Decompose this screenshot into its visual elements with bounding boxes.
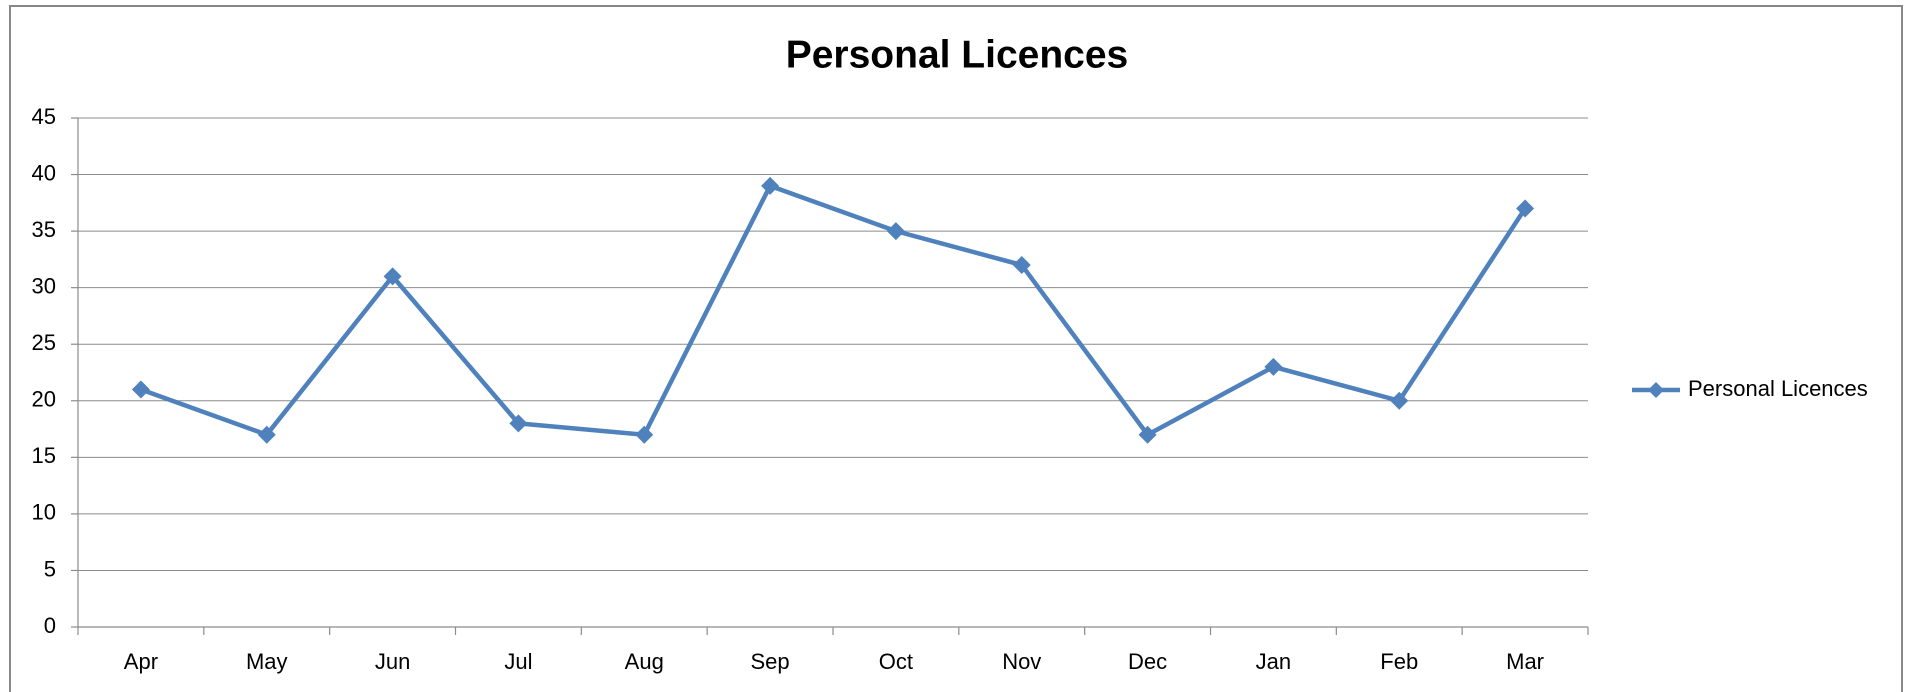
- chart-title: Personal Licences: [786, 33, 1129, 76]
- data-point: [1390, 391, 1409, 410]
- x-tick-label: Jun: [375, 649, 410, 674]
- data-point: [257, 425, 276, 444]
- y-tick-label: 25: [32, 330, 56, 355]
- y-tick-label: 10: [32, 500, 56, 525]
- data-point: [761, 176, 780, 195]
- data-point: [1012, 256, 1031, 275]
- x-tick-label: Sep: [751, 649, 790, 674]
- data-point: [886, 222, 905, 241]
- x-tick-label: Jul: [504, 649, 532, 674]
- x-tick-label: Aug: [625, 649, 664, 674]
- data-point: [1264, 357, 1283, 376]
- chart-frame: [9, 5, 1903, 692]
- x-tick-label: Mar: [1506, 649, 1544, 674]
- x-tick-label: Apr: [124, 649, 158, 674]
- y-tick-label: 40: [32, 160, 56, 185]
- data-point: [1516, 199, 1535, 218]
- data-point: [635, 425, 654, 444]
- x-tick-label: Jan: [1256, 649, 1291, 674]
- y-tick-label: 0: [44, 613, 56, 638]
- data-point: [1138, 425, 1157, 444]
- data-point: [383, 267, 402, 286]
- y-tick-label: 20: [32, 387, 56, 412]
- x-tick-label: Dec: [1128, 649, 1167, 674]
- x-tick-label: Feb: [1380, 649, 1418, 674]
- y-tick-label: 15: [32, 443, 56, 468]
- legend-label: Personal Licences: [1688, 376, 1868, 401]
- x-tick-label: May: [246, 649, 288, 674]
- x-tick-label: Oct: [879, 649, 913, 674]
- y-tick-label: 5: [44, 556, 56, 581]
- y-tick-label: 35: [32, 217, 56, 242]
- y-tick-label: 45: [32, 104, 56, 129]
- legend-marker: [1648, 382, 1664, 398]
- y-tick-label: 30: [32, 273, 56, 298]
- series-line: [140, 183, 1527, 437]
- data-point: [509, 414, 528, 433]
- data-point: [131, 380, 150, 399]
- x-tick-label: Nov: [1002, 649, 1041, 674]
